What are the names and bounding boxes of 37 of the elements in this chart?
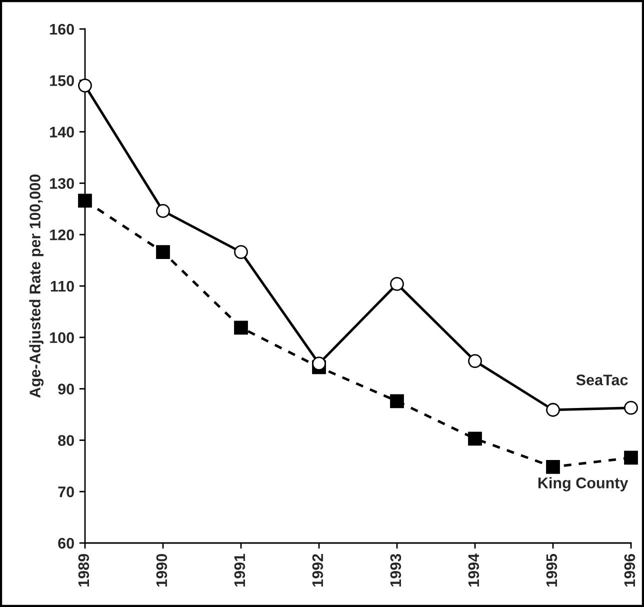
x-tick-label: 1991 <box>234 554 246 586</box>
series-label: SeaTac <box>576 374 628 386</box>
point <box>468 354 482 368</box>
point <box>156 204 170 218</box>
y-tick-label: 110 <box>50 280 74 292</box>
point <box>312 356 326 371</box>
point <box>390 277 404 291</box>
point <box>624 450 638 465</box>
y-tick-label: 80 <box>58 435 74 446</box>
point <box>468 432 482 446</box>
x-tick-label: 1993 <box>390 554 402 586</box>
y-tick-label: 130 <box>50 178 74 189</box>
point <box>234 320 248 335</box>
point <box>78 78 92 92</box>
point <box>624 400 638 415</box>
x-tick-label: 1992 <box>312 554 324 586</box>
y-tick-label: 120 <box>50 229 74 240</box>
point <box>546 460 560 474</box>
x-tick-label: 1994 <box>468 553 480 586</box>
x-tick-label: 1990 <box>156 554 168 586</box>
y-tick-label: 100 <box>50 332 74 344</box>
x-tick-label: 1989 <box>78 554 90 586</box>
series-label: King County <box>538 477 628 492</box>
x-tick-label: 1995 <box>546 554 558 586</box>
point <box>234 245 248 260</box>
y-tick-label: 60 <box>58 538 74 549</box>
y-tick-label: 150 <box>50 75 74 86</box>
y-tick-label: 140 <box>50 126 74 138</box>
point <box>390 394 404 408</box>
y-tick-label: 70 <box>58 486 74 498</box>
point <box>546 402 560 417</box>
x-tick-label: 1996 <box>624 554 636 586</box>
y-axis-title: Age-Adjusted Rate per 100,000 <box>29 174 44 398</box>
y-tick-label: 160 <box>50 24 74 35</box>
y-tick-label: 90 <box>58 384 74 394</box>
point <box>78 194 92 208</box>
point <box>156 245 170 260</box>
